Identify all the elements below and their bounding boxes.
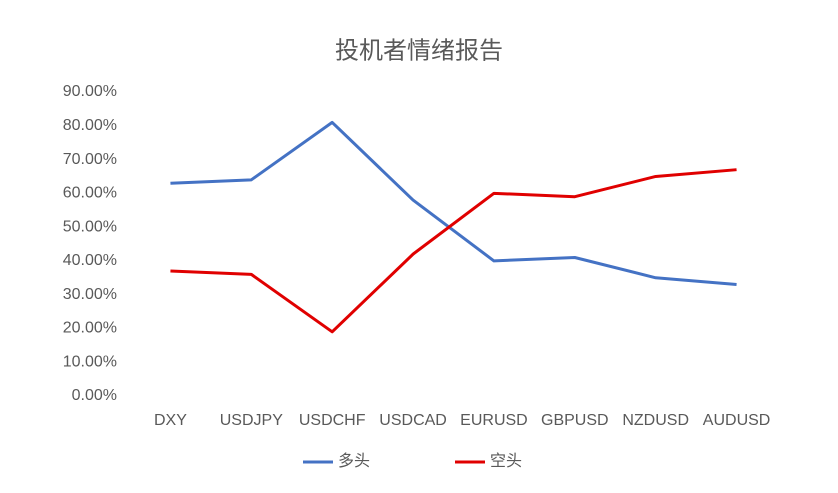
y-tick-label: 90.00%: [63, 83, 117, 100]
y-tick-label: 70.00%: [63, 151, 117, 168]
y-tick-label: 0.00%: [72, 387, 117, 404]
y-tick-label: 50.00%: [63, 218, 117, 235]
x-tick-label: DXY: [154, 412, 187, 429]
x-tick-label: USDCHF: [299, 412, 366, 429]
chart-title: 投机者情绪报告: [335, 37, 503, 64]
series-line: [170, 168, 737, 334]
y-tick-label: 20.00%: [63, 320, 117, 337]
x-tick-label: USDJPY: [220, 412, 283, 429]
x-tick-label: GBPUSD: [541, 412, 609, 429]
legend-label: 多头: [338, 452, 370, 470]
y-tick-label: 60.00%: [63, 185, 117, 202]
y-tick-label: 80.00%: [63, 117, 117, 134]
y-tick-label: 30.00%: [63, 286, 117, 303]
y-tick-label: 40.00%: [63, 252, 117, 269]
x-tick-label: NZDUSD: [622, 412, 689, 429]
x-tick-label: EURUSD: [460, 412, 528, 429]
series-line: [170, 120, 737, 287]
y-tick-label: 10.00%: [63, 353, 117, 370]
legend-label: 空头: [490, 452, 522, 470]
x-tick-label: USDCAD: [379, 412, 447, 429]
x-tick-label: AUDUSD: [703, 412, 771, 429]
